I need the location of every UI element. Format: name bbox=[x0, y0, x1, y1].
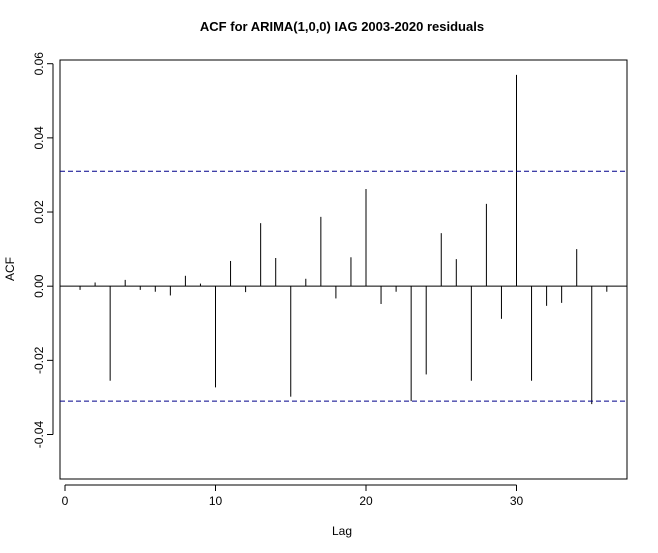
y-tick-label: 0.00 bbox=[32, 274, 46, 298]
x-tick-label: 0 bbox=[62, 494, 69, 508]
plot-frame bbox=[59, 59, 628, 480]
y-tick-label: -0.02 bbox=[32, 346, 46, 374]
acf-bars bbox=[60, 74, 627, 405]
y-tick-label: 0.04 bbox=[32, 126, 46, 150]
x-axis-label: Lag bbox=[332, 524, 352, 538]
x-tick-label: 10 bbox=[209, 494, 223, 508]
x-tick-label: 20 bbox=[359, 494, 373, 508]
y-tick-label: 0.02 bbox=[32, 200, 46, 224]
confidence-bounds bbox=[60, 170, 627, 402]
y-tick-label: 0.06 bbox=[32, 52, 46, 76]
x-axis: 0 10 20 30 bbox=[62, 484, 524, 508]
y-axis: -0.04 -0.02 0.00 0.02 0.04 0.06 bbox=[32, 52, 54, 449]
x-tick-label: 30 bbox=[510, 494, 524, 508]
y-axis-label: ACF bbox=[3, 257, 17, 281]
chart-title: ACF for ARIMA(1,0,0) IAG 2003-2020 resid… bbox=[200, 19, 484, 34]
y-tick-label: -0.04 bbox=[32, 421, 46, 449]
